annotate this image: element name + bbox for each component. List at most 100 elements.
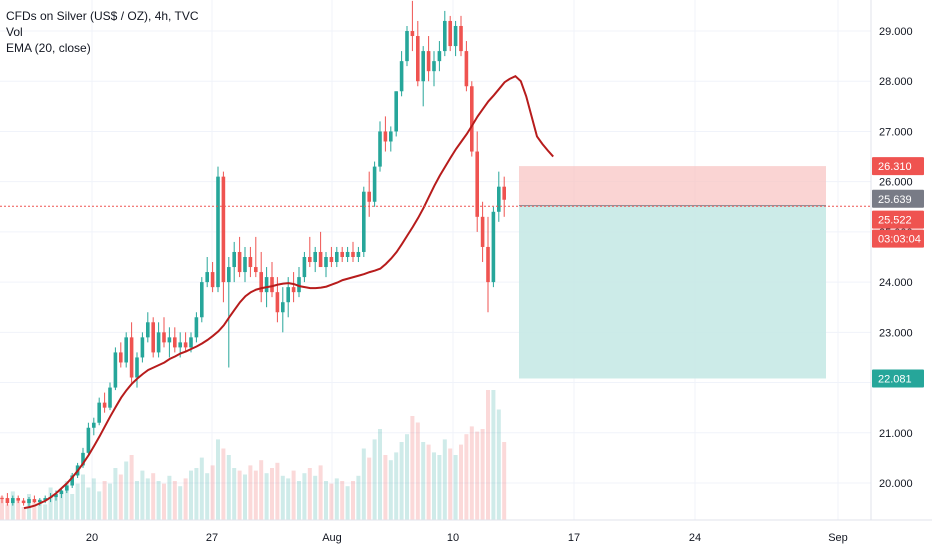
volume-bar xyxy=(183,478,188,520)
candle-body xyxy=(81,452,85,466)
y-tick-label: 27.000 xyxy=(879,126,913,138)
volume-bar xyxy=(313,475,318,520)
volume-bar xyxy=(70,494,75,520)
ema-legend[interactable]: EMA (20, close) xyxy=(6,41,91,55)
candle-body xyxy=(286,287,290,303)
volume-bar xyxy=(334,478,339,520)
stop-loss-zone xyxy=(519,166,826,206)
y-axis-ticks: 29.00028.00027.00026.00025.00024.00023.0… xyxy=(879,26,913,490)
candle-body xyxy=(32,499,37,503)
candle-body xyxy=(200,282,204,318)
volume-bar xyxy=(199,457,204,520)
volume-bar xyxy=(291,470,296,520)
stop-price-badge: 26.310 xyxy=(878,161,912,173)
candlesticks xyxy=(0,0,506,508)
volume-bar xyxy=(351,481,355,520)
volume-bar xyxy=(415,422,420,520)
volume-bar xyxy=(205,473,210,520)
candle-body xyxy=(313,251,317,263)
volume-bars xyxy=(0,390,507,520)
candle-body xyxy=(129,337,134,378)
candle-body xyxy=(232,251,236,268)
countdown-badge: 03:03:04 xyxy=(878,234,921,246)
volume-bar xyxy=(405,434,409,520)
x-tick-label: 10 xyxy=(447,532,459,544)
volume-bar xyxy=(10,491,15,520)
volume-bar xyxy=(302,473,307,520)
candle-body xyxy=(502,186,506,200)
volume-bar xyxy=(480,429,485,520)
volume-bar xyxy=(432,452,436,520)
volume-bar xyxy=(367,457,372,520)
candle-body xyxy=(135,357,139,378)
price-axis[interactable] xyxy=(0,0,932,521)
volume-bar xyxy=(32,501,37,520)
candle-body xyxy=(410,31,415,37)
candle-body xyxy=(119,352,123,363)
candle-body xyxy=(459,25,463,52)
candle-body xyxy=(264,277,269,293)
current-price-badge: 25.639 xyxy=(878,194,912,206)
volume-bar xyxy=(194,468,199,520)
countdown-badge-bg xyxy=(872,229,924,248)
volume-bar xyxy=(97,491,102,520)
volume-bar xyxy=(102,481,107,520)
candle-body xyxy=(399,61,404,92)
volume-bar xyxy=(399,442,404,520)
current-price-badge-bg xyxy=(872,189,924,208)
candle-body xyxy=(248,256,253,268)
candle-body xyxy=(443,20,447,52)
volume-bar xyxy=(59,491,64,520)
volume-bar xyxy=(54,496,58,520)
volume-bar xyxy=(108,483,112,520)
symbol-title[interactable]: CFDs on Silver (US$ / OZ), 4h, TVC xyxy=(6,9,199,23)
entry-price-badge-bg xyxy=(872,210,924,229)
volume-bar xyxy=(286,478,291,520)
x-tick-label: 20 xyxy=(86,532,98,544)
volume-bar xyxy=(307,468,312,520)
candle-body xyxy=(124,337,128,363)
volume-bar xyxy=(248,465,253,520)
volume-bar xyxy=(388,460,393,520)
candle-body xyxy=(194,317,199,338)
candle-body xyxy=(167,337,172,343)
candle-body xyxy=(183,342,188,348)
candle-body xyxy=(21,500,26,504)
candle-body xyxy=(38,500,42,503)
volume-bar xyxy=(86,487,91,520)
volume-bar xyxy=(394,452,399,520)
volume-bar xyxy=(221,448,226,520)
volume-bar xyxy=(16,500,21,520)
candle-body xyxy=(437,51,442,62)
x-tick-label: 17 xyxy=(568,532,580,544)
volume-bar xyxy=(383,455,388,520)
candle-body xyxy=(59,490,64,495)
volume-bar xyxy=(253,470,258,520)
candle-body xyxy=(383,131,388,142)
y-tick-label: 24.000 xyxy=(879,277,913,289)
x-axis-ticks: 20 27 Aug 10 17 24 Sep xyxy=(86,532,848,544)
volume-bar xyxy=(64,481,69,520)
candle-body xyxy=(335,251,339,263)
candle-body xyxy=(92,422,96,428)
candle-body xyxy=(281,302,285,313)
candle-body xyxy=(351,251,355,257)
candle-body xyxy=(475,151,479,217)
volume-legend[interactable]: Vol xyxy=(6,25,23,39)
candle-body xyxy=(156,332,161,353)
candle-body xyxy=(54,494,58,498)
candle-body xyxy=(221,176,226,283)
position-zones[interactable] xyxy=(519,166,826,379)
volume-bar xyxy=(318,465,323,520)
volume-bar xyxy=(426,444,431,520)
candle-body xyxy=(210,272,215,288)
ema-line xyxy=(23,75,554,510)
candle-body xyxy=(108,387,112,408)
volume-bar xyxy=(118,474,123,520)
y-tick-label: 21.000 xyxy=(879,428,913,440)
volume-bar xyxy=(410,416,415,520)
candle-body xyxy=(102,402,107,408)
candle-body xyxy=(389,131,393,142)
volume-bar xyxy=(421,442,426,520)
